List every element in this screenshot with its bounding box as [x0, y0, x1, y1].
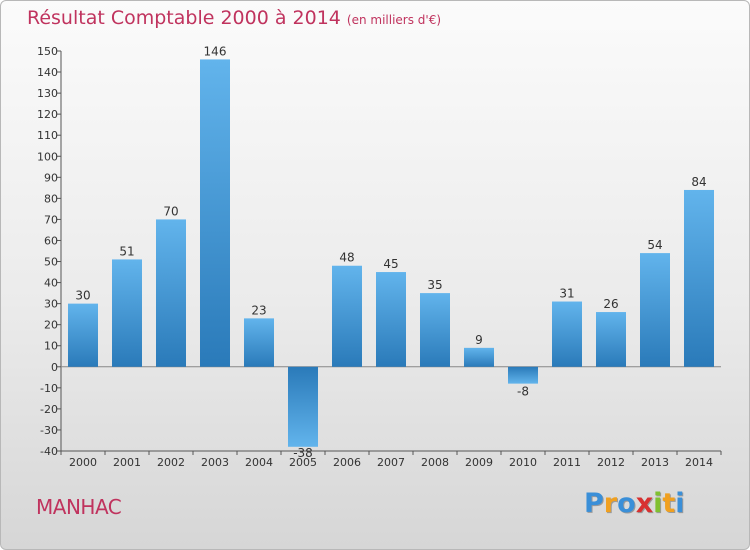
y-tick-label: -20	[40, 403, 58, 416]
bar-2008	[420, 293, 450, 367]
x-tick-label: 2006	[333, 456, 361, 469]
logo-letter: P	[584, 488, 604, 519]
logo-letter: t	[662, 488, 676, 519]
data-label: 35	[427, 278, 442, 292]
x-tick-label: 2011	[553, 456, 581, 469]
commune-name: MANHAC	[36, 495, 122, 519]
y-tick-label: 80	[44, 192, 58, 205]
data-label: -8	[517, 385, 529, 399]
logo-letter: r	[603, 488, 618, 519]
data-label: 146	[204, 44, 227, 58]
bar-2004	[244, 318, 274, 367]
data-label: 45	[383, 257, 398, 271]
data-label: 70	[163, 204, 178, 218]
x-tick-label: 2008	[421, 456, 449, 469]
x-tick-label: 2002	[157, 456, 185, 469]
x-tick-label: 2000	[69, 456, 97, 469]
y-tick-label: 100	[37, 150, 58, 163]
y-tick-label: 90	[44, 171, 58, 184]
data-label: 48	[339, 251, 354, 265]
data-label: 54	[647, 238, 662, 252]
x-tick-label: 2013	[641, 456, 669, 469]
bar-2014	[684, 189, 714, 367]
bar-2005	[288, 366, 318, 447]
bar-2006	[332, 265, 362, 367]
bars-group	[68, 59, 714, 447]
y-tick-label: 30	[44, 298, 58, 311]
y-tick-label: -40	[40, 445, 58, 458]
bar-2001	[112, 259, 142, 367]
bar-2011	[552, 301, 582, 367]
x-tick-label: 2004	[245, 456, 273, 469]
title-text: Résultat Comptable 2000 à 2014	[27, 7, 341, 29]
data-label: 51	[119, 244, 134, 258]
y-tick-label: 70	[44, 213, 58, 226]
y-tick-label: -10	[40, 382, 58, 395]
y-tick-label: 60	[44, 234, 58, 247]
logo-letter: x	[635, 488, 654, 519]
y-tick-label: 120	[37, 108, 58, 121]
y-tick-label: 140	[37, 66, 58, 79]
x-tick-label: 2010	[509, 456, 537, 469]
data-label: 30	[75, 289, 90, 303]
y-tick-label: 40	[44, 277, 58, 290]
data-label: 23	[251, 303, 266, 317]
proxiti-logo: Proxiti	[584, 488, 685, 519]
y-tick-label: 10	[44, 340, 58, 353]
bar-2013	[640, 253, 670, 367]
x-tick-label: 2003	[201, 456, 229, 469]
x-tick-label: 2009	[465, 456, 493, 469]
chart-title: Résultat Comptable 2000 à 2014 (en millie…	[27, 7, 441, 29]
logo-letter: o	[617, 488, 636, 519]
x-tick-label: 2014	[685, 456, 713, 469]
data-label: 31	[559, 287, 574, 301]
bar-2012	[596, 312, 626, 367]
x-tick-label: 2005	[289, 456, 317, 469]
x-tick-label: 2012	[597, 456, 625, 469]
x-tick-label: 2007	[377, 456, 405, 469]
y-tick-label: 50	[44, 256, 58, 269]
data-label: -38	[293, 446, 313, 460]
data-label: 9	[475, 333, 483, 347]
bar-2000	[68, 303, 98, 367]
y-tick-label: 130	[37, 87, 58, 100]
data-label: 84	[691, 175, 706, 189]
y-tick-label: 150	[37, 45, 58, 58]
chart-subtitle: (en milliers d'€)	[346, 13, 442, 27]
bar-2002	[156, 219, 186, 367]
logo-letter: i	[653, 488, 663, 519]
bar-2009	[464, 347, 494, 367]
y-tick-label: -30	[40, 424, 58, 437]
bar-2003	[200, 59, 230, 367]
bar-2007	[376, 272, 406, 367]
value-labels-group: 2000 30 2001 51 2002 70 2003 146 2004 23 2005-38 20…	[69, 44, 713, 469]
y-tick-label: 110	[37, 129, 58, 142]
y-tick-label: 20	[44, 319, 58, 332]
y-tick-label: 0	[51, 361, 58, 374]
axes-group: -40 -30 -20 -10 0 10 20 30 40 50 60 70 80 90 100 110 120…	[37, 45, 722, 458]
data-label: 26	[603, 297, 618, 311]
bar-2010	[508, 366, 538, 384]
x-tick-label: 2001	[113, 456, 141, 469]
logo-letter: i	[675, 488, 685, 519]
